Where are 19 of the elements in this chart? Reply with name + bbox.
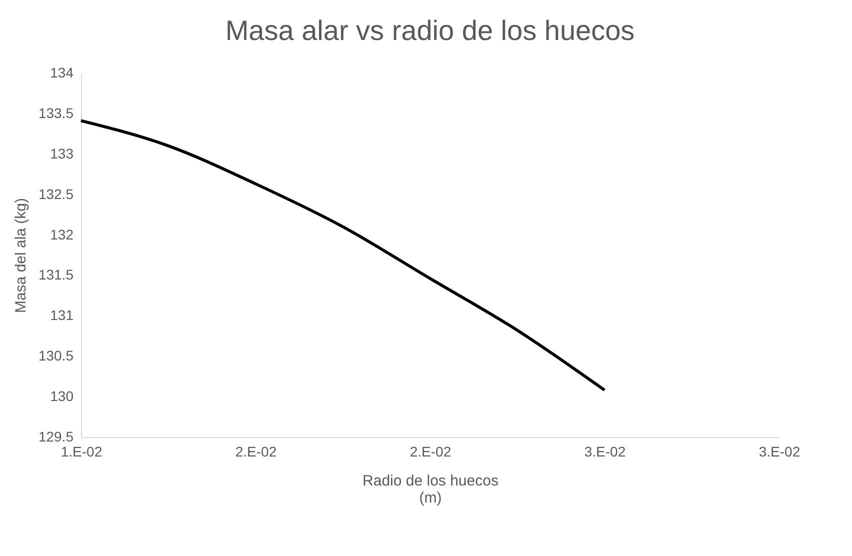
y-tick-label: 133 (50, 145, 74, 162)
x-tick-label: 2.E-02 (235, 444, 277, 460)
y-tick-label: 130 (50, 388, 74, 404)
y-tick-label: 129.5 (38, 428, 74, 444)
y-tick-label: 133.5 (38, 104, 74, 121)
line-series (80, 119, 606, 392)
x-tick-label: 3.E-02 (584, 444, 626, 460)
x-tick-label: 1.E-02 (60, 444, 102, 460)
chart-title: Masa alar vs radio de los huecos (225, 15, 635, 46)
x-axis-title: Radio de los huecos (m) (362, 472, 498, 506)
x-tick-label: 2.E-02 (410, 444, 452, 460)
y-tick-label: 132.5 (38, 186, 74, 202)
y-axis-title: Masa del ala (kg) (12, 198, 30, 314)
y-tick-label: 134 (50, 64, 74, 80)
y-tick-label: 130.5 (38, 348, 74, 364)
y-tick-label: 131.5 (38, 266, 74, 283)
x-tick-label: 3.E-02 (758, 444, 800, 460)
y-tick-label: 131 (50, 307, 74, 324)
y-tick-label: 132 (50, 226, 74, 242)
